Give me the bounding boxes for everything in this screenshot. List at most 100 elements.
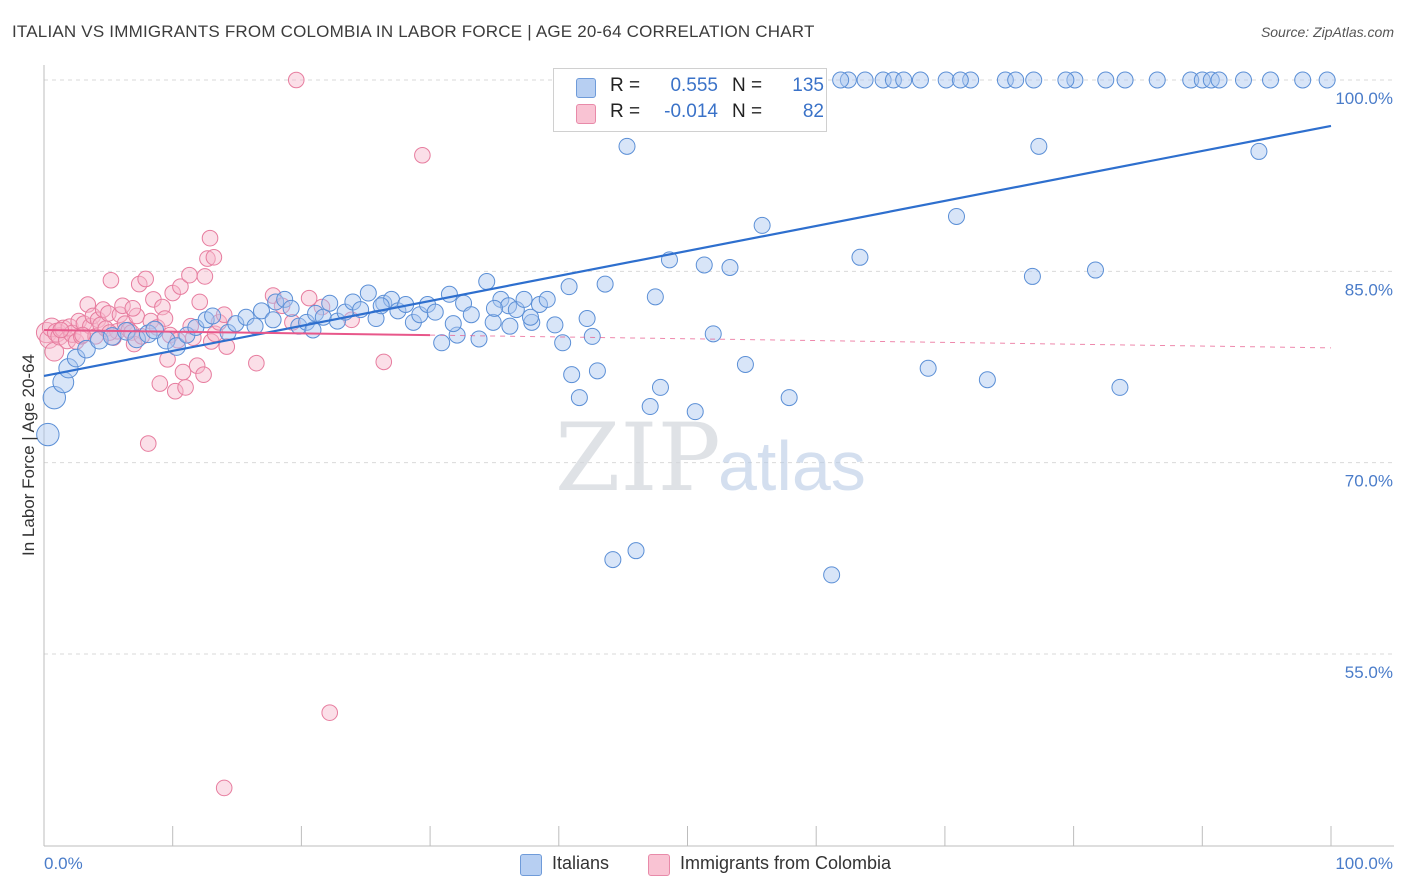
data-point-italians [996, 71, 1014, 89]
data-point-colombia [196, 268, 214, 285]
trendline-colombia-solid [43, 329, 431, 337]
data-point-italians [560, 278, 578, 296]
data-point-italians [500, 297, 518, 315]
data-point-italians [947, 207, 965, 225]
data-point-italians [978, 371, 996, 389]
y-tick-label: 70.0% [1345, 472, 1393, 491]
data-point-italians [515, 290, 533, 308]
data-point-colombia [414, 146, 431, 164]
data-point-italians [127, 329, 146, 349]
data-point-colombia [124, 300, 142, 317]
data-point-colombia [321, 704, 339, 721]
data-point-italians [1007, 71, 1025, 89]
data-point-italians [588, 362, 606, 380]
data-point-italians [1057, 71, 1075, 89]
data-point-colombia [181, 266, 198, 284]
data-point-italians [884, 71, 902, 89]
watermark: ZIP atlas [555, 404, 866, 513]
data-point-colombia [151, 375, 169, 392]
data-point-italians [521, 308, 539, 326]
data-point-italians [780, 389, 798, 407]
data-point-colombia [195, 366, 212, 383]
data-point-italians [276, 290, 294, 308]
x-tick-label: 0.0% [44, 854, 83, 873]
data-point-italians [478, 273, 496, 291]
data-point-italians [485, 299, 503, 317]
data-point-italians [1262, 71, 1280, 89]
data-point-italians [1148, 71, 1166, 89]
series-italians-points [36, 71, 1336, 584]
legend-r-label: R = [610, 75, 641, 96]
data-point-italians [282, 299, 300, 317]
data-point-colombia [191, 293, 209, 311]
data-point-colombia [166, 382, 184, 400]
chart-title: ITALIAN VS IMMIGRANTS FROM COLOMBIA IN L… [12, 22, 815, 41]
data-point-italians [895, 71, 913, 89]
data-point-italians [627, 542, 645, 560]
gridlines [44, 79, 1394, 655]
data-point-italians [570, 389, 588, 407]
data-point-italians [951, 71, 969, 89]
data-point-italians [596, 275, 614, 293]
source-credit: Source: ZipAtlas.com [1260, 24, 1394, 40]
data-point-italians [823, 566, 841, 584]
data-point-italians [1210, 71, 1228, 89]
data-point-italians [1023, 267, 1041, 285]
data-point-colombia [139, 435, 157, 452]
data-point-colombia [218, 338, 236, 355]
data-point-italians [1318, 71, 1336, 89]
legend-swatch-colombia [576, 104, 596, 124]
legend-label-colombia: Immigrants from Colombia [680, 853, 892, 873]
data-point-italians [1066, 71, 1084, 89]
data-point-italians [484, 313, 502, 331]
data-point-italians [618, 137, 636, 155]
y-axis-label: In Labor Force | Age 20-64 [19, 354, 38, 556]
y-tick-label: 85.0% [1345, 280, 1393, 299]
y-tick-label: 55.0% [1345, 663, 1393, 682]
tick-labels: 55.0% 70.0% 85.0% 100.0% 0.0% 100.0% [44, 89, 1393, 873]
data-point-colombia [300, 289, 318, 307]
data-point-colombia [205, 249, 223, 266]
data-point-italians [546, 316, 564, 334]
data-point-italians [264, 311, 282, 329]
data-point-italians [538, 290, 556, 308]
data-point-italians [102, 327, 122, 346]
data-point-italians [77, 339, 96, 359]
data-point-colombia [287, 71, 305, 89]
legend-r-value: 0.555 [670, 75, 718, 96]
data-point-italians [1182, 71, 1200, 89]
legend-swatch-colombia [648, 854, 670, 876]
data-point-colombia [102, 271, 120, 289]
data-point-italians [1086, 261, 1104, 279]
data-point-italians [1097, 71, 1115, 89]
data-point-italians [1234, 71, 1252, 89]
watermark-zip: ZIP [555, 404, 721, 513]
data-point-italians [686, 403, 704, 421]
data-point-italians [695, 256, 713, 274]
data-point-italians [1294, 71, 1312, 89]
data-point-italians [919, 359, 937, 377]
legend-n-value: 135 [792, 75, 824, 96]
data-point-italians [1193, 71, 1211, 89]
data-point-italians [1030, 137, 1048, 155]
trendline-italians [43, 124, 1332, 378]
data-point-colombia [156, 310, 174, 327]
legend-n-value: 82 [802, 101, 824, 122]
data-point-italians [204, 307, 222, 325]
data-point-italians [36, 422, 60, 447]
data-point-italians [937, 71, 955, 89]
data-point-colombia [215, 779, 233, 797]
data-point-italians [962, 71, 980, 89]
data-point-italians [462, 306, 480, 324]
data-point-colombia [177, 379, 194, 396]
data-point-colombia [137, 270, 154, 288]
data-point-italians [832, 71, 850, 89]
data-point-italians [736, 355, 754, 373]
data-point-italians [307, 304, 325, 322]
data-point-colombia [114, 297, 131, 315]
data-point-italians [554, 334, 572, 352]
data-point-italians [375, 294, 393, 312]
legend-n-label: N = [732, 101, 763, 122]
data-point-italians [426, 303, 444, 321]
